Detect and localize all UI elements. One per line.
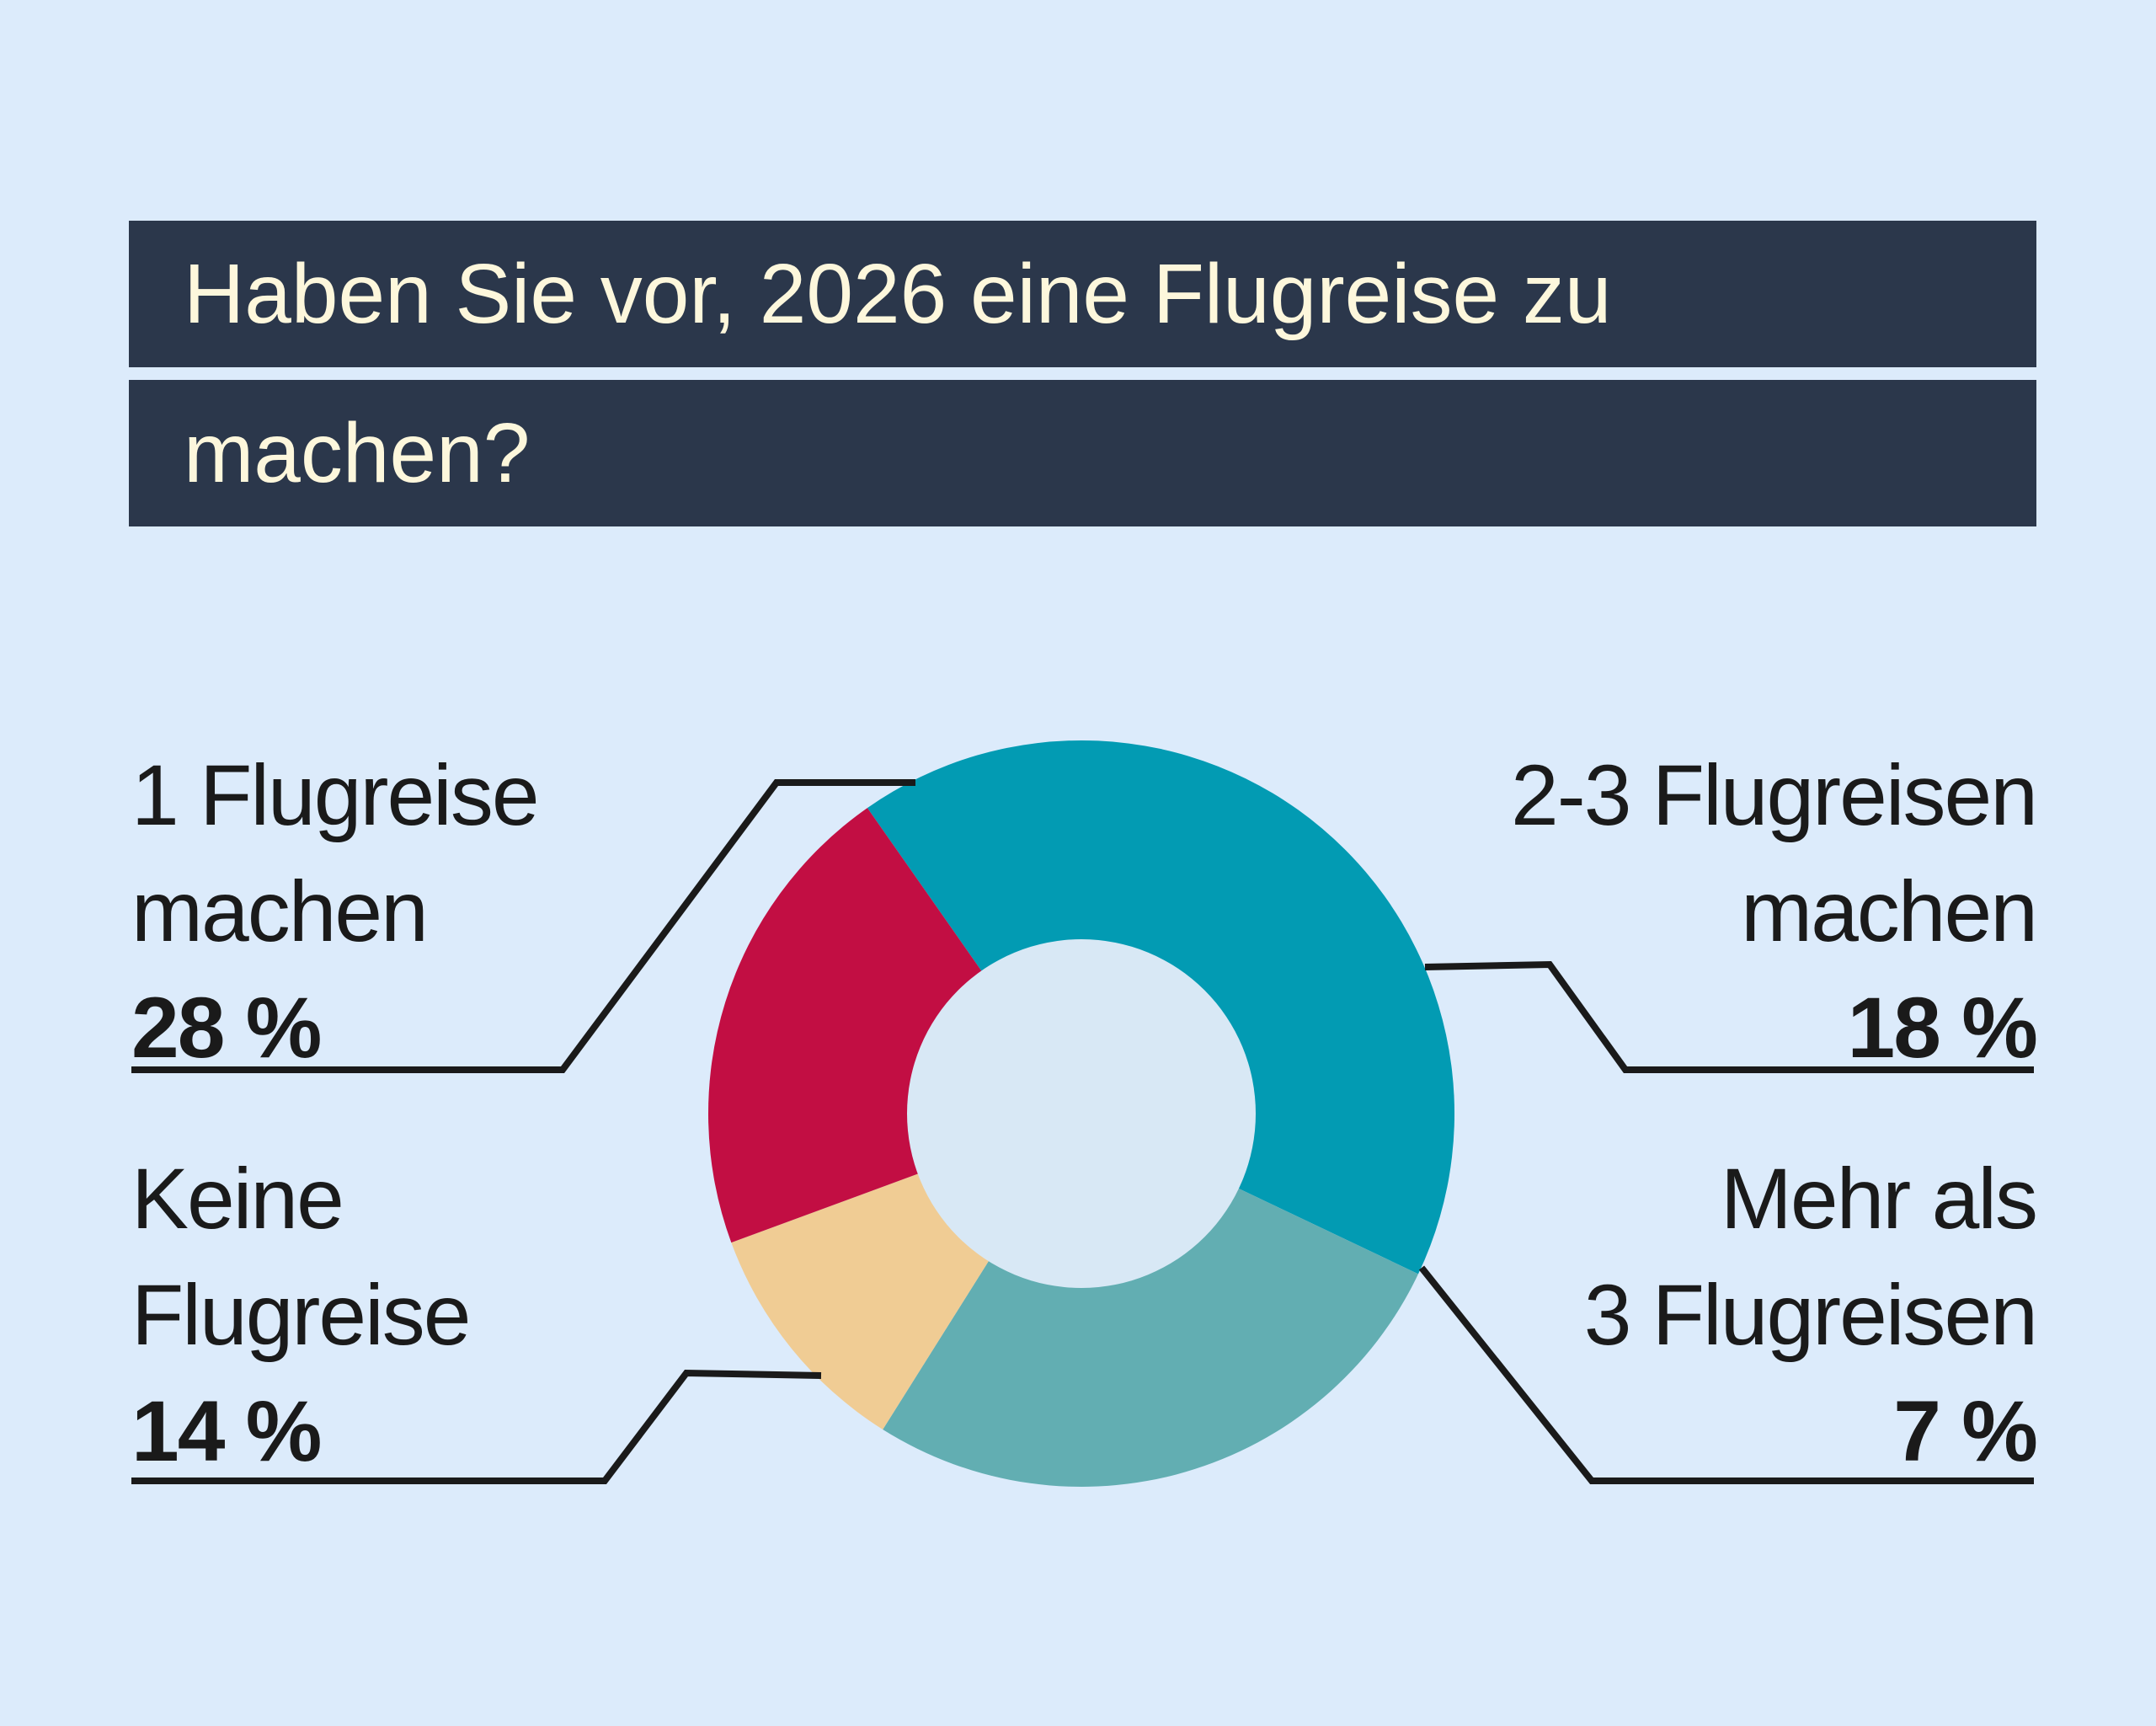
label-no-flight-line2: Flugreise [131,1267,472,1363]
leader-line-4 [1418,1265,2034,1484]
label-more-flights: Mehr als 3 Flugreisen 7 % [1447,1141,2038,1489]
label-two-three-flights: 2-3 Flugreisen machen 18 % [1447,737,2039,1086]
label-more-line1: Mehr als [1720,1151,2038,1247]
label-one-flight-pct: 28 % [131,980,323,1076]
donut-slice-2 [883,1114,1418,1487]
label-two-three-pct: 18 % [1847,980,2039,1076]
leader-line-3 [131,1369,822,1484]
donut-hole [907,939,1256,1288]
title-text-2: machen? [184,406,531,500]
label-no-flight-line1: Keine [131,1151,344,1247]
leader-line-1 [131,779,915,1073]
title-line-2: machen? [129,380,2036,526]
title-line-1: Haben Sie vor, 2026 eine Flugreise zu [129,221,2036,367]
label-more-pct: 7 % [1893,1383,2038,1479]
label-no-flight: Keine Flugreise 14 % [131,1141,721,1489]
leader-lines [131,779,2034,1484]
label-more-line2: 3 Flugreisen [1583,1267,2038,1363]
label-no-flight-pct: 14 % [131,1383,323,1479]
label-one-flight-line1: 1 Flugreise [131,747,540,843]
leader-line-2 [1424,960,2034,1073]
label-two-three-line1: 2-3 Flugreisen [1511,747,2038,843]
title-text-1: Haben Sie vor, 2026 eine Flugreise zu [184,247,1612,341]
label-two-three-line2: machen [1741,863,2038,959]
label-one-flight-line2: machen [131,863,429,959]
label-one-flight: 1 Flugreise machen 28 % [131,737,721,1086]
